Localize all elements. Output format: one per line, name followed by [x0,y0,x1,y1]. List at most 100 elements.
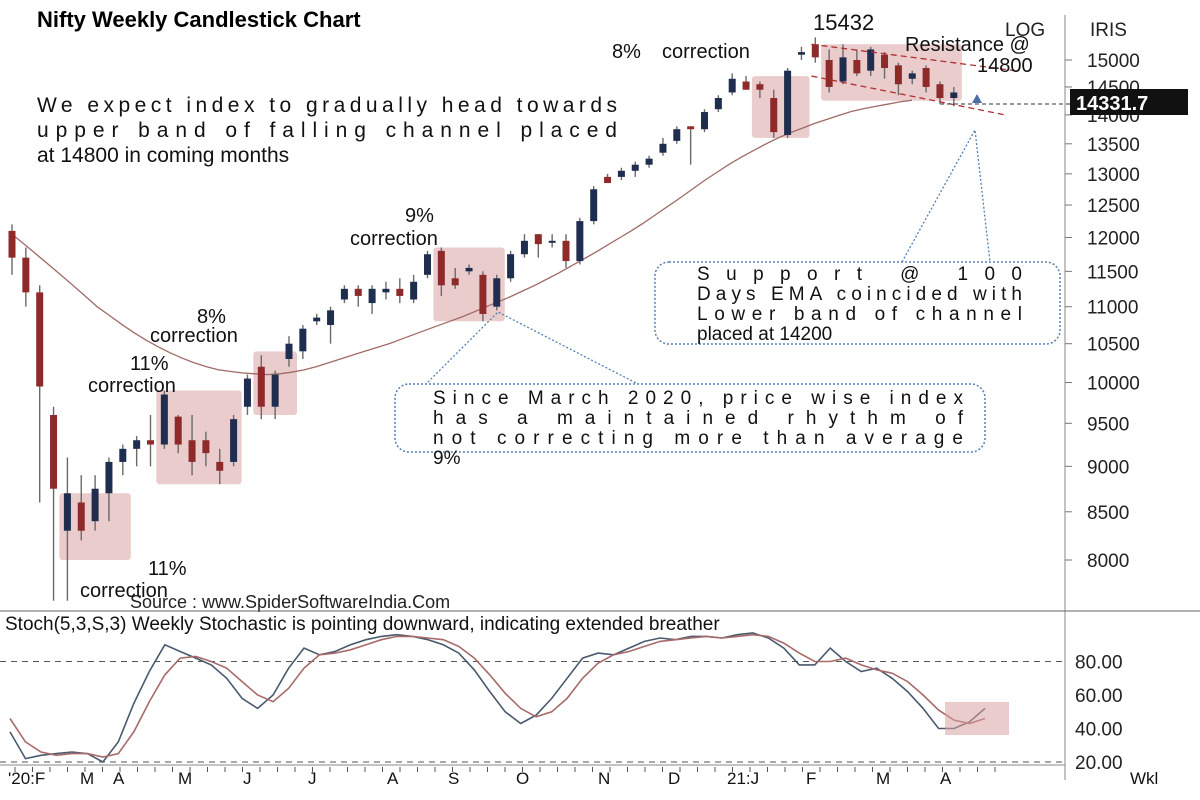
candle-down [825,60,833,87]
month-label: M [178,769,192,788]
month-label: M [876,769,890,788]
candle-up [271,374,279,407]
month-label: A [940,769,952,788]
candle-up [382,288,390,293]
month-label: J [308,769,317,788]
candle-down [756,84,764,90]
candle-down [534,234,542,245]
candle-down [881,54,889,68]
price-tick-label: 8500 [1087,503,1129,524]
candle-up [714,98,722,110]
candle-down [8,230,16,258]
price-tick-label: 11500 [1087,262,1138,283]
candle-down [202,440,210,454]
month-label: '20:F [8,769,45,788]
month-label: S [448,769,459,788]
stochastic-tick-label: 20.00 [1075,753,1123,774]
candle-up [797,52,805,55]
price-tick-label: 9000 [1087,457,1129,478]
candle-up [590,189,598,222]
candle-down [451,278,459,286]
stochastic-lines [9,632,986,764]
channel-upper-line [811,43,1016,72]
candle-down [811,44,819,58]
ema-100-line [11,99,913,376]
candle-up [133,440,141,449]
candle-up [327,310,335,325]
month-label: F [806,769,816,788]
correction-label-line1: 11% [148,558,187,580]
price-tick-label: 9500 [1087,414,1129,435]
candle-down [22,257,30,293]
candle-down [354,288,362,296]
stochastic-title: Stoch(5,3,S,3) Weekly Stochastic is poin… [5,614,720,635]
rhythm-callout: Since March 2020, price wise index has a … [394,311,986,469]
month-label: O [516,769,529,788]
candle-up [243,378,251,407]
candle-up [631,164,639,171]
candle-up [340,288,348,300]
correction-label-line2: correction [662,41,750,63]
candle-up [105,461,113,494]
correction-label-line2: correction [350,228,438,250]
month-axis: '20:F M A M J J A S O N D 21:J F M A [8,767,996,788]
price-tick-label: 10000 [1087,374,1140,395]
candle-up [91,488,99,522]
candle-up [548,240,556,243]
price-tick-label: 8000 [1087,551,1129,572]
candle-up [839,57,847,82]
candle-up [867,49,875,71]
candle-down [174,416,182,445]
price-tick-label: 11000 [1087,298,1138,319]
candle-up [645,158,653,165]
stochastic-grid [0,661,1065,763]
stochastic-axis-ticks: 20.00 40.00 60.00 80.00 [1075,653,1123,775]
weekly-label: Wkl [1130,769,1158,788]
candle-up [119,448,127,462]
candle-up [465,267,473,272]
channel-lower-line [811,75,1006,116]
candle-up [520,240,528,255]
candle-down [147,440,154,445]
candle-down [922,67,930,87]
channel-lines [811,43,1016,116]
chart-title: Nifty Weekly Candlestick Chart [37,7,361,32]
price-tick-label: 10500 [1087,335,1140,356]
source-label: Source : www.SpiderSoftwareIndia.Com [130,592,450,612]
candle-down [479,274,487,314]
correction-label-line2: correction [150,325,238,347]
candle-up [701,112,708,130]
candles-layer [8,37,958,601]
candle-up [659,143,667,153]
month-label: J [243,769,252,788]
stochastic-highlight [945,702,1009,735]
candle-up [313,317,321,322]
candle-down [36,292,44,387]
correction-label-line1: 9% [405,205,434,227]
correction-label-line1: 11% [130,353,169,375]
resistance-value: 14800 [977,55,1033,77]
candle-up [576,221,584,262]
candle-up [230,419,238,462]
correction-zone [433,247,505,322]
stochastic-line-pct-d [9,633,986,758]
peak-label: 15432 [813,10,874,35]
month-label: N [598,769,610,788]
correction-label-line2: correction [88,375,176,397]
candle-down [894,65,902,85]
stochastic-tick-label: 60.00 [1075,686,1123,707]
candle-up [410,281,418,300]
current-price-marker: 14331.7 [1070,89,1188,115]
price-tick-label: 12000 [1087,228,1140,249]
correction-zone [156,390,242,485]
candle-down [853,60,861,74]
candle-down [936,84,944,99]
price-tick-label: 13000 [1087,165,1140,186]
support-arrow-icon [972,94,982,103]
candle-down [257,366,265,407]
correction-zone [751,76,810,138]
stochastic-tick-label: 80.00 [1075,653,1123,674]
candle-up [784,70,792,136]
correction-label-line2: correction [80,580,168,602]
